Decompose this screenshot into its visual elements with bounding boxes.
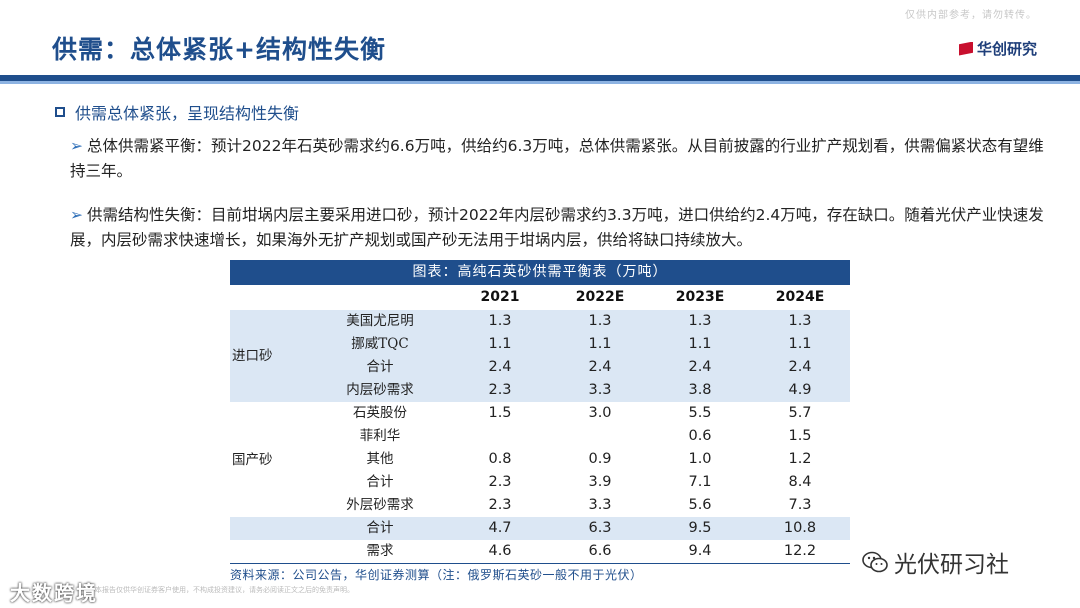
table-row: 挪威TQC 1.1 1.1 1.1 1.1 [230, 333, 850, 356]
table-cell [550, 425, 650, 448]
table-row: 需求 4.6 6.6 9.4 12.2 [230, 540, 850, 563]
row-label: 合计 [366, 474, 394, 490]
table-caption: 图表：高纯石英砂供需平衡表（万吨） [230, 260, 850, 285]
table-cell: 5.6 [688, 497, 712, 513]
row-label: 合计 [366, 359, 394, 375]
table-cell: 2.4 [588, 359, 612, 375]
table-cell: 3.0 [588, 405, 612, 421]
table-cell: 1.5 [788, 428, 812, 444]
arrow-bullet-icon: ➢ [70, 206, 83, 224]
table-cell: 9.5 [688, 520, 712, 536]
table-cell: 1.1 [688, 336, 712, 352]
table-cell: 7.1 [688, 474, 712, 490]
table-cell: 2.3 [488, 382, 512, 398]
section-heading: 供需总体紧张，呈现结构性失衡 [55, 100, 299, 124]
footer-disclaimer: 本报告仅供华创证券客户使用，不构成投资建议，请务必阅读正文之后的免责声明。 [95, 586, 354, 594]
table-row: 美国尤尼明 1.3 1.3 1.3 1.3 [230, 310, 850, 333]
row-label: 菲利华 [359, 428, 401, 444]
paragraph-structural-imbalance: ➢ 供需结构性失衡：目前坩埚内层主要采用进口砂，预计2022年内层砂需求约3.3万… [70, 203, 1050, 253]
wechat-icon [862, 551, 888, 573]
row-label: 其他 [366, 451, 394, 467]
table-cell: 8.4 [788, 474, 812, 490]
paragraph-text: 总体供需紧平衡：预计2022年石英砂需求约6.6万吨，供给约6.3万吨，总体供需… [70, 137, 1044, 180]
logo-text: 华创研究 [977, 40, 1038, 58]
table-row: 合计 4.7 6.3 9.5 10.8 [230, 517, 850, 540]
group-label-domestic: 国产砂 [232, 452, 273, 468]
watermark-left: 大数跨境 [10, 581, 98, 605]
watermark-right: 光伏研习社 [862, 545, 1009, 579]
table-cell: 10.8 [783, 520, 817, 536]
table-cell: 2.4 [788, 359, 812, 375]
row-label: 内层砂需求 [346, 382, 414, 398]
source-note: 资料来源：公司公告，华创证券测算（注：俄罗斯石英砂一般不用于光伏） [230, 568, 643, 582]
table-cell: 4.7 [488, 520, 512, 536]
table-cell: 3.9 [588, 474, 612, 490]
table-cell: 1.3 [588, 313, 612, 329]
table-cell: 1.0 [688, 451, 712, 467]
table-cell: 3.8 [688, 382, 712, 398]
table-cell: 7.3 [788, 497, 812, 513]
table-cell: 0.6 [688, 428, 712, 444]
table-cell: 9.4 [688, 543, 712, 559]
year-header: 2024E [775, 289, 825, 305]
table-row: 菲利华 0.6 1.5 [230, 425, 850, 448]
table-cell: 1.1 [488, 336, 512, 352]
table-cell: 6.3 [588, 520, 612, 536]
table-cell: 4.6 [488, 543, 512, 559]
square-bullet-icon [55, 107, 65, 117]
section-heading-text: 供需总体紧张，呈现结构性失衡 [75, 104, 300, 123]
row-label: 需求 [366, 543, 394, 559]
year-header: 2022E [575, 289, 625, 305]
logo-mark-icon [959, 41, 973, 56]
table-cell: 2.3 [488, 474, 512, 490]
row-label: 石英股份 [353, 405, 407, 421]
table-cell: 5.7 [788, 405, 812, 421]
table-cell: 4.9 [788, 382, 812, 398]
table-cell: 2.4 [488, 359, 512, 375]
table-row: 石英股份 1.5 3.0 5.5 5.7 [230, 402, 850, 425]
table-cell: 1.1 [788, 336, 812, 352]
source-divider [230, 563, 850, 564]
table-row: 合计 2.4 2.4 2.4 2.4 [230, 356, 850, 379]
table-cell: 1.2 [788, 451, 812, 467]
row-label: 合计 [366, 520, 394, 536]
arrow-bullet-icon: ➢ [70, 137, 83, 155]
table-cell: 12.2 [783, 543, 817, 559]
table-row: 外层砂需求 2.3 3.3 5.6 7.3 [230, 494, 850, 517]
page-title: 供需：总体紧张+结构性失衡 [52, 35, 386, 64]
group-label-import: 进口砂 [232, 348, 273, 364]
paragraph-text: 供需结构性失衡：目前坩埚内层主要采用进口砂，预计2022年内层砂需求约3.3万吨… [70, 206, 1044, 249]
table-cell: 1.1 [588, 336, 612, 352]
watermark-top: 仅供内部参考，请勿转传。 [905, 10, 1037, 21]
table-cell: 1.5 [488, 405, 512, 421]
brand-logo: 华创研究 [959, 38, 1037, 59]
year-header: 2021 [480, 289, 520, 305]
table-cell [450, 425, 550, 448]
supply-demand-table: 图表：高纯石英砂供需平衡表（万吨） 2021 2022E 2023E 2024E… [230, 260, 850, 563]
paragraph-supply-balance: ➢ 总体供需紧平衡：预计2022年石英砂需求约6.6万吨，供给约6.3万吨，总体供… [70, 134, 1050, 184]
table-cell: 5.5 [688, 405, 712, 421]
table-header-row: 2021 2022E 2023E 2024E [230, 285, 850, 310]
table-cell: 3.3 [588, 497, 612, 513]
table-cell: 1.3 [688, 313, 712, 329]
table-cell: 2.4 [688, 359, 712, 375]
table-cell: 0.8 [488, 451, 512, 467]
table-cell: 2.3 [488, 497, 512, 513]
row-label: 外层砂需求 [346, 497, 414, 513]
table-row: 内层砂需求 2.3 3.3 3.8 4.9 [230, 379, 850, 402]
row-label: 美国尤尼明 [346, 313, 414, 329]
watermark-right-text: 光伏研习社 [894, 552, 1009, 578]
table-cell: 3.3 [588, 382, 612, 398]
table-row: 其他 0.8 0.9 1.0 1.2 [230, 448, 850, 471]
table-cell: 1.3 [488, 313, 512, 329]
table-cell: 1.3 [788, 313, 812, 329]
row-label: 挪威TQC [351, 336, 409, 352]
table-cell: 0.9 [588, 451, 612, 467]
table-cell: 6.6 [588, 543, 612, 559]
year-header: 2023E [675, 289, 725, 305]
header-divider [0, 75, 1080, 81]
table-row: 合计 2.3 3.9 7.1 8.4 [230, 471, 850, 494]
header-divider-light [0, 81, 1080, 84]
